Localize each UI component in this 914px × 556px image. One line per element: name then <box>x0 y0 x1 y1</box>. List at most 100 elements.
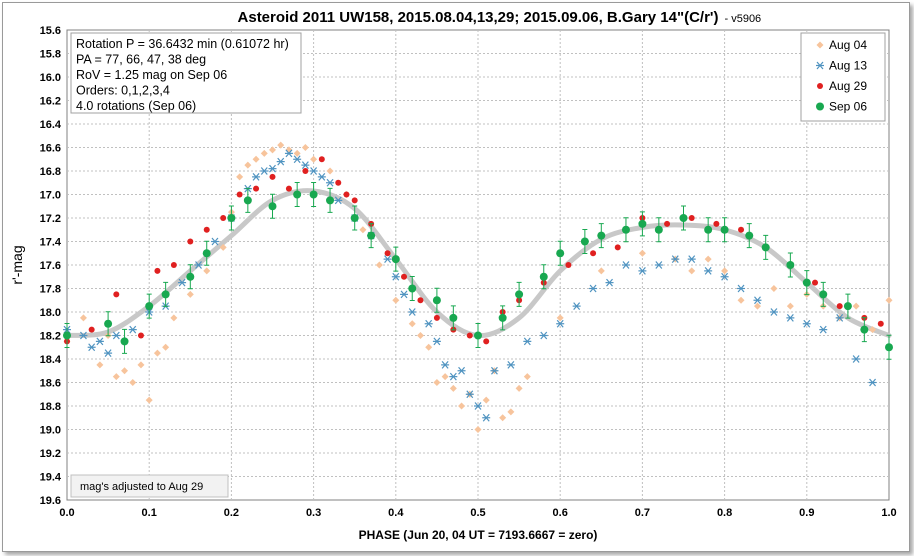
x-tick-label: 0.4 <box>388 507 404 519</box>
data-point <box>688 215 695 221</box>
data-point <box>112 331 121 340</box>
info-line: 4.0 rotations (Sep 06) <box>76 99 196 113</box>
y-tick-label: 18.2 <box>40 331 61 343</box>
data-point <box>203 226 210 233</box>
y-tick-label: 19.2 <box>40 448 61 460</box>
data-point <box>284 149 293 158</box>
data-point <box>416 332 424 339</box>
data-point <box>474 331 482 340</box>
data-point <box>885 343 893 352</box>
data-point <box>556 319 565 328</box>
data-point <box>515 290 524 299</box>
y-tick-label: 16.4 <box>40 119 62 131</box>
data-point <box>96 361 104 369</box>
data-point <box>449 384 457 392</box>
x-tick-label: 0.5 <box>470 507 485 519</box>
legend-marker <box>816 61 824 70</box>
x-tick-label: 1.0 <box>881 507 896 519</box>
legend-entry: Sep 06 <box>829 100 867 114</box>
data-point <box>523 373 531 381</box>
data-point <box>392 296 400 304</box>
x-tick-label: 0.3 <box>306 507 321 519</box>
data-point <box>638 266 647 275</box>
data-point <box>441 373 449 381</box>
data-point <box>268 164 277 173</box>
data-point <box>458 402 466 410</box>
y-tick-label: 19.6 <box>40 495 61 507</box>
data-point <box>761 243 770 252</box>
data-point <box>466 332 473 339</box>
data-point <box>202 249 211 258</box>
data-point <box>309 190 318 199</box>
data-point <box>317 172 326 181</box>
data-point <box>590 250 597 257</box>
data-point <box>425 343 433 351</box>
data-point <box>391 255 400 264</box>
data-point <box>293 190 302 199</box>
y-tick-label: 19.0 <box>40 425 61 437</box>
data-point <box>812 279 819 286</box>
data-point <box>885 296 893 304</box>
data-point <box>704 225 713 234</box>
data-point <box>187 238 194 245</box>
data-point <box>334 196 343 205</box>
data-point <box>417 297 424 304</box>
data-point <box>802 319 811 328</box>
data-point <box>737 284 746 293</box>
data-point <box>474 426 482 433</box>
data-point <box>112 373 120 381</box>
x-tick-label: 0.2 <box>224 507 239 519</box>
data-point <box>121 367 129 375</box>
footnote-box: mag's adjusted to Aug 29 <box>70 474 229 498</box>
legend-entry: Aug 04 <box>829 38 867 52</box>
data-point <box>877 320 884 327</box>
data-point <box>236 173 244 181</box>
data-point <box>704 255 712 263</box>
data-point <box>474 402 482 410</box>
data-point <box>819 325 828 334</box>
data-point <box>835 313 844 322</box>
x-tick-label: 0.8 <box>717 507 732 519</box>
data-point <box>161 290 170 299</box>
data-point <box>252 172 261 181</box>
data-point <box>104 349 113 358</box>
data-point <box>770 285 778 292</box>
data-point <box>836 303 843 310</box>
x-tick-label: 0.1 <box>142 507 157 519</box>
data-point <box>687 255 696 264</box>
data-point <box>638 249 646 257</box>
footnote-text: mag's adjusted to Aug 29 <box>80 481 203 493</box>
info-box: Rotation P = 36.6432 min (0.61072 hr) PA … <box>70 32 302 114</box>
data-point <box>276 157 285 166</box>
data-point <box>614 244 621 251</box>
data-point <box>170 262 177 268</box>
y-tick-label: 18.4 <box>40 354 62 366</box>
y-tick-label: 19.4 <box>40 472 62 484</box>
legend-entry: Aug 13 <box>829 59 867 73</box>
data-point <box>654 225 663 234</box>
data-point <box>203 267 211 275</box>
data-point <box>210 237 219 246</box>
chart-version: - v5906 <box>724 13 761 25</box>
data-point <box>318 156 325 163</box>
data-point <box>170 314 178 322</box>
data-point <box>580 237 589 246</box>
data-point <box>506 360 515 369</box>
data-point <box>128 325 137 334</box>
y-tick-label: 15.6 <box>40 25 61 37</box>
data-point <box>113 291 120 298</box>
data-point <box>621 261 630 269</box>
data-point <box>565 262 572 268</box>
y-axis-label: r'-mag <box>9 245 25 284</box>
data-point <box>350 214 359 222</box>
legend-marker <box>816 102 824 111</box>
legend: Aug 04 Aug 13 Aug 29 Sep 06 <box>800 32 886 122</box>
legend-entry: Aug 29 <box>829 79 867 93</box>
data-point <box>87 343 96 352</box>
data-point <box>572 302 581 311</box>
data-point <box>704 266 713 275</box>
data-point <box>391 272 400 281</box>
data-point <box>186 272 195 281</box>
data-point <box>465 390 474 399</box>
data-point <box>843 302 852 311</box>
